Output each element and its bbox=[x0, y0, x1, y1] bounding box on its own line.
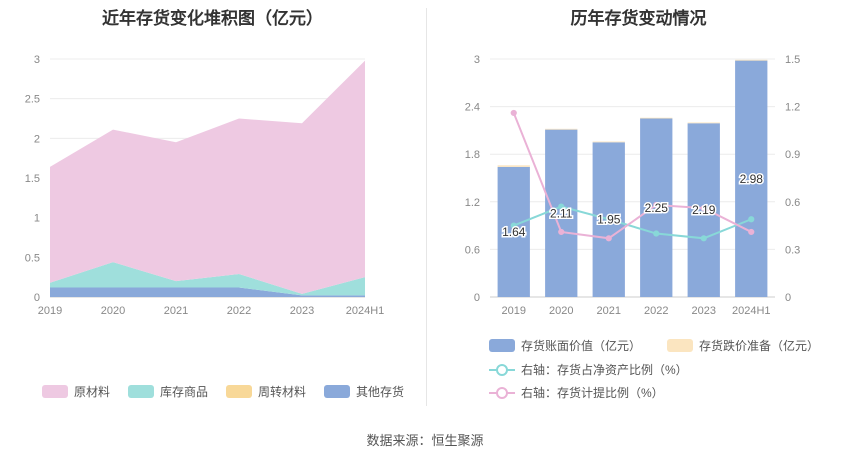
bar-impairment-provision bbox=[735, 59, 768, 61]
line-point bbox=[510, 109, 517, 117]
bar-impairment-provision bbox=[640, 117, 673, 119]
bar-book-value bbox=[545, 129, 578, 297]
y-left-tick-label: 1.8 bbox=[465, 149, 480, 161]
y-left-tick-label: 3 bbox=[474, 54, 480, 66]
left-chart-title: 近年存货变化堆积图（亿元） bbox=[102, 9, 323, 28]
x-tick-label: 2020 bbox=[549, 305, 573, 317]
legend-row: 存货账面价值（亿元） 存货跌价准备（亿元） bbox=[489, 337, 845, 354]
bar-book-value bbox=[497, 166, 530, 297]
legend-swatch bbox=[226, 385, 253, 398]
legend-item[interactable]: 存货账面价值（亿元） bbox=[489, 337, 641, 354]
y-tick-label: 0 bbox=[34, 292, 40, 304]
legend-swatch bbox=[489, 363, 515, 376]
area-other-inventory bbox=[50, 287, 365, 297]
line-point bbox=[748, 216, 755, 223]
bar-impairment-provision bbox=[592, 141, 625, 143]
legend-item[interactable]: 右轴：存货占净资产比例（%） bbox=[489, 361, 688, 378]
y-right-tick-label: 1.2 bbox=[785, 102, 800, 114]
y-right-tick-label: 1.5 bbox=[785, 54, 800, 66]
legend-label: 库存商品 bbox=[160, 385, 209, 399]
legend-swatch bbox=[489, 339, 515, 352]
line-point bbox=[558, 203, 565, 210]
line-point bbox=[748, 228, 755, 236]
y-right-tick-label: 0.9 bbox=[785, 149, 800, 161]
panel-divider bbox=[426, 8, 427, 406]
legend-label: 存货跌价准备（亿元） bbox=[699, 339, 820, 353]
bar-value-label: 2.98 bbox=[740, 172, 764, 186]
legend-label: 存货账面价值（亿元） bbox=[521, 339, 642, 353]
line-point bbox=[700, 235, 707, 242]
x-tick-label: 2024H1 bbox=[732, 305, 771, 317]
y-tick-label: 2.5 bbox=[25, 94, 40, 106]
stacked-area-chart-panel: 近年存货变化堆积图（亿元） 0 0.5 1 1.5 2 2.5 3 2019 2020 2021 2… bbox=[0, 0, 425, 410]
bar-impairment-provision bbox=[687, 122, 720, 124]
line-point bbox=[510, 222, 517, 229]
data-source-note: 数据来源：恒生聚源 bbox=[366, 433, 484, 448]
x-tick-label: 2021 bbox=[597, 305, 621, 317]
y-tick-label: 0.5 bbox=[25, 252, 40, 264]
y-left-tick-label: 0.6 bbox=[465, 244, 480, 256]
legend-label: 右轴：存货计提比例（%） bbox=[521, 386, 664, 400]
line-point bbox=[605, 216, 612, 223]
bar-line-chart: 0 0.6 1.2 1.8 2.4 3 0 0.3 0.6 0.9 1.2 1.5 1.64 2.11 1.… bbox=[465, 54, 801, 317]
line-point bbox=[653, 230, 660, 237]
stacked-area-chart: 0 0.5 1 1.5 2 2.5 3 2019 2020 2021 2022 2023 2024H1 bbox=[25, 54, 385, 317]
y-left-tick-label: 1.2 bbox=[465, 197, 480, 209]
x-tick-label: 2022 bbox=[227, 305, 251, 317]
x-tick-label: 2023 bbox=[692, 305, 716, 317]
bar-value-label: 2.25 bbox=[645, 201, 669, 215]
y-left-tick-label: 2.4 bbox=[465, 102, 480, 114]
legend-label: 原材料 bbox=[74, 385, 111, 399]
y-tick-label: 1.5 bbox=[25, 173, 40, 185]
line-point bbox=[558, 228, 565, 236]
x-tick-label: 2019 bbox=[38, 305, 62, 317]
legend-label: 其他存货 bbox=[356, 385, 405, 399]
x-tick-label: 2022 bbox=[644, 305, 668, 317]
legend-item[interactable]: 存货跌价准备（亿元） bbox=[667, 337, 819, 354]
line-point bbox=[653, 201, 660, 209]
legend-swatch bbox=[128, 385, 155, 398]
legend-label: 右轴：存货占净资产比例（%） bbox=[521, 363, 688, 377]
legend-swatch bbox=[489, 386, 515, 399]
bar-book-value bbox=[735, 60, 768, 297]
y-right-tick-label: 0.6 bbox=[785, 197, 800, 209]
x-tick-label: 2019 bbox=[502, 305, 526, 317]
bar-impairment-provision bbox=[545, 128, 578, 130]
bar-value-label: 2.11 bbox=[550, 206, 573, 220]
left-legend: 原材料 库存商品 周转材料 其他存货 bbox=[42, 383, 422, 400]
legend-swatch bbox=[324, 385, 351, 398]
right-chart-title: 历年存货变动情况 bbox=[570, 9, 707, 28]
area-raw-materials bbox=[50, 60, 365, 294]
line-point bbox=[700, 205, 707, 212]
bar-impairment-provision bbox=[497, 165, 530, 167]
y-right-tick-label: 0.3 bbox=[785, 244, 800, 256]
line-point bbox=[605, 235, 612, 242]
bar-value-label: 1.95 bbox=[597, 213, 621, 227]
inventory-change-chart-panel: 历年存货变动情况 0 0.6 1.2 1.8 2.4 3 0 0.3 0.6 0.9 1.2 1.5 1… bbox=[427, 0, 850, 410]
x-tick-label: 2021 bbox=[164, 305, 188, 317]
legend-row: 右轴：存货计提比例（%） bbox=[489, 384, 690, 401]
y-left-tick-label: 0 bbox=[474, 292, 480, 304]
legend-item[interactable]: 库存商品 bbox=[128, 383, 208, 400]
x-tick-label: 2023 bbox=[290, 305, 314, 317]
legend-swatch bbox=[667, 339, 694, 352]
area-finished-goods bbox=[50, 262, 365, 296]
legend-item[interactable]: 原材料 bbox=[42, 383, 110, 400]
legend-item[interactable]: 右轴：存货计提比例（%） bbox=[489, 384, 664, 401]
x-tick-label: 2024H1 bbox=[346, 305, 385, 317]
legend-item[interactable]: 周转材料 bbox=[226, 383, 306, 400]
legend-swatch bbox=[42, 385, 68, 398]
legend-item[interactable]: 其他存货 bbox=[324, 383, 404, 400]
legend-label: 周转材料 bbox=[258, 385, 307, 399]
x-tick-label: 2020 bbox=[101, 305, 125, 317]
bar-value-label: 2.19 bbox=[692, 203, 716, 217]
y-right-tick-label: 0 bbox=[785, 292, 791, 304]
bar-value-label: 1.64 bbox=[502, 225, 526, 239]
line-provision-ratio bbox=[512, 112, 752, 240]
y-tick-label: 3 bbox=[34, 54, 40, 66]
legend-row: 右轴：存货占净资产比例（%） bbox=[489, 361, 714, 378]
y-tick-label: 2 bbox=[34, 133, 40, 145]
y-tick-label: 1 bbox=[34, 213, 40, 225]
